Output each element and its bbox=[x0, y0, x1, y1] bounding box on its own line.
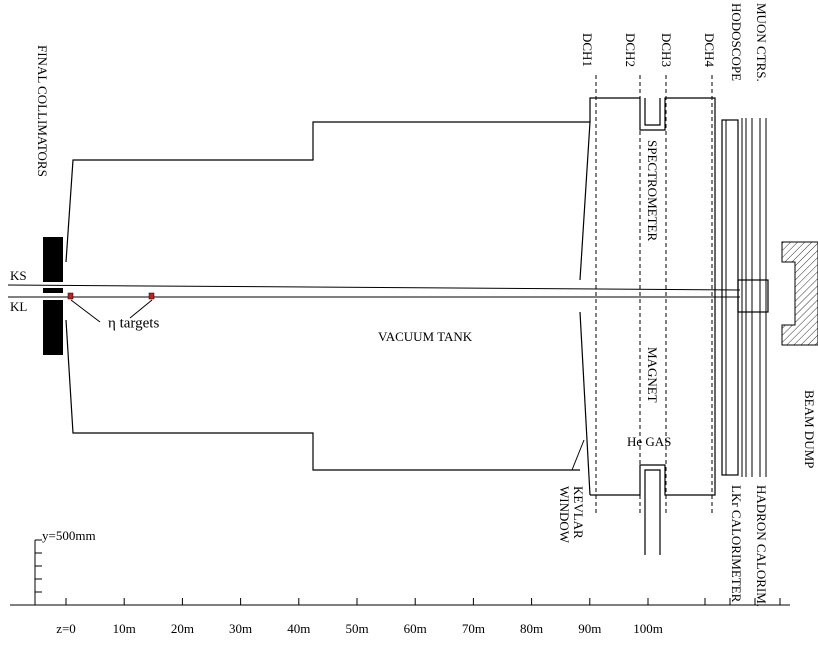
z-label: z=0 bbox=[56, 621, 76, 636]
label: SPECTROMETER bbox=[645, 140, 660, 241]
label: η targets bbox=[108, 315, 159, 331]
label: DCH3 bbox=[659, 33, 674, 67]
z-label: 50m bbox=[345, 621, 368, 636]
label: HADRON CALORIM. bbox=[754, 485, 769, 607]
z-ticks: z=0 10m 20m 30m 40m 50m 60m 70m 80m 90m 100m bbox=[56, 598, 781, 636]
z-label: 30m bbox=[229, 621, 252, 636]
label: HODOSCOPE bbox=[729, 3, 744, 81]
z-label: 40m bbox=[287, 621, 310, 636]
label: KS bbox=[10, 268, 27, 283]
scale-label: y=500mm bbox=[42, 528, 96, 543]
label: MUON CTRS. bbox=[754, 3, 769, 82]
z-label: 90m bbox=[578, 621, 601, 636]
label: BEAM DUMP bbox=[802, 390, 817, 468]
label: DCH4 bbox=[702, 33, 717, 67]
z-label: 60m bbox=[404, 621, 427, 636]
z-label: 10m bbox=[113, 621, 136, 636]
label: DCH1 bbox=[580, 33, 595, 67]
z-label: 100m bbox=[633, 621, 663, 636]
geometry bbox=[7, 75, 818, 606]
label: KL bbox=[10, 299, 27, 314]
label: KEVLAR bbox=[571, 486, 586, 539]
label: MAGNET bbox=[645, 347, 660, 403]
label: DCH2 bbox=[623, 33, 638, 67]
label: WINDOW bbox=[557, 486, 572, 544]
z-label: 80m bbox=[520, 621, 543, 636]
z-label: 20m bbox=[171, 621, 194, 636]
label: He GAS bbox=[627, 434, 671, 449]
label: LKr CALORIMETER bbox=[729, 485, 744, 603]
label: VACUUM TANK bbox=[378, 329, 473, 344]
z-label: 70m bbox=[462, 621, 485, 636]
label: FINAL COLLIMATORS bbox=[35, 45, 50, 177]
